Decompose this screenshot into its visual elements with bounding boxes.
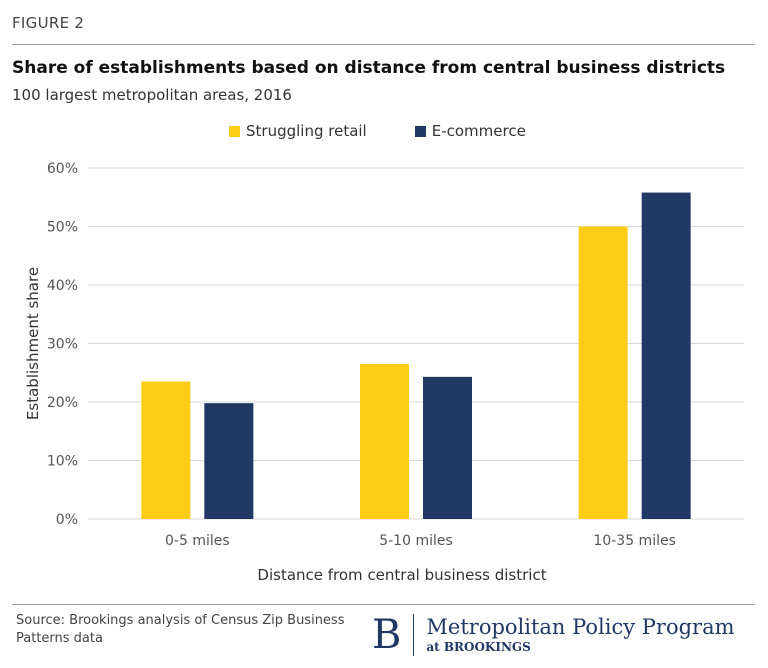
bar	[141, 381, 191, 519]
bar	[204, 403, 254, 519]
logo-letter: B	[372, 612, 402, 658]
brookings-logo: B Metropolitan Policy Program at BROOKIN…	[372, 612, 735, 658]
bar	[578, 226, 628, 519]
bar-chart: 0% 10% 20% 30% 40% 50% 60% 0-5 miles 5-10 miles 1…	[24, 161, 744, 584]
y-tick-label: 40%	[47, 278, 78, 294]
figure-label: FIGURE 2	[12, 14, 85, 32]
legend-item-ecommerce: E-commerce	[414, 122, 526, 140]
y-tick-label: 60%	[47, 161, 78, 177]
bottom-divider	[12, 604, 755, 605]
x-axis-title: Distance from central business district	[257, 566, 546, 584]
logo-main-text: Metropolitan Policy Program	[426, 615, 735, 639]
chart-subtitle: 100 largest metropolitan areas, 2016	[12, 86, 292, 104]
bar	[360, 363, 409, 519]
x-tick-label: 0-5 miles	[165, 533, 230, 549]
logo-text: Metropolitan Policy Program at BROOKINGS	[426, 615, 734, 655]
y-tick-label: 20%	[47, 395, 78, 411]
top-divider	[12, 44, 755, 45]
bar	[641, 192, 691, 519]
source-note: Source: Brookings analysis of Census Zip…	[16, 613, 345, 646]
legend-label-ecommerce: E-commerce	[431, 122, 526, 140]
chart-title: Share of establishments based on distanc…	[12, 58, 726, 78]
x-tick-label: 5-10 miles	[379, 533, 453, 549]
x-tick-label: 10-35 miles	[593, 533, 675, 549]
bar	[423, 376, 472, 519]
legend-label-struggling-retail: Struggling retail	[246, 122, 367, 140]
legend-swatch-struggling-retail	[229, 125, 240, 137]
y-tick-label: 10%	[47, 454, 78, 470]
legend-swatch-ecommerce	[414, 125, 426, 137]
y-axis-title: Establishment share	[24, 267, 42, 420]
y-tick-label: 0%	[56, 512, 78, 528]
logo-divider	[413, 614, 415, 656]
logo-sub-text: at BROOKINGS	[426, 640, 531, 654]
legend: Struggling retail E-commerce	[229, 122, 574, 140]
y-tick-label: 50%	[47, 220, 78, 236]
legend-item-struggling-retail: Struggling retail	[229, 122, 367, 140]
y-tick-label: 30%	[47, 337, 78, 353]
